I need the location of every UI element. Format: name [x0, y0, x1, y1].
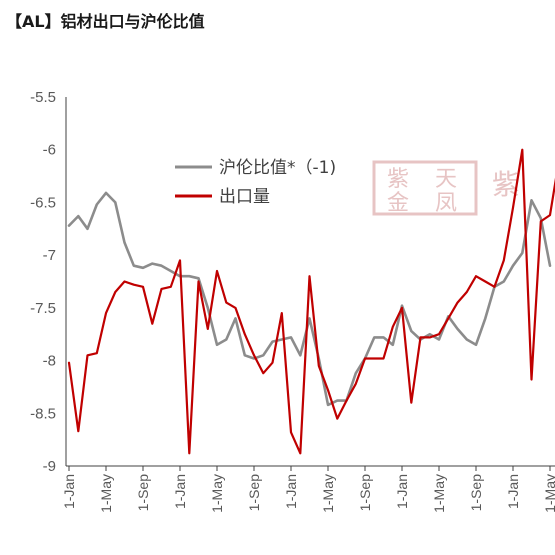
x-tick-label: 1-Jan	[505, 474, 521, 509]
legend-label: 沪伦比值*（-1)	[219, 158, 336, 178]
x-tick-label: 1-May	[431, 474, 447, 513]
x-tick-label: 1-Jan	[283, 474, 299, 509]
watermark-char: 天	[435, 167, 457, 192]
series-line-1	[67, 191, 552, 407]
y-tick-label: -5.5	[30, 89, 56, 106]
watermark-char: 凤	[435, 191, 457, 216]
axes	[65, 97, 555, 467]
y-tick-label: -7	[43, 247, 56, 264]
x-tick-label: 1-May	[320, 474, 336, 513]
x-tick-label: 1-Sep	[357, 474, 373, 512]
x-tick-label: 1-Jan	[61, 474, 77, 509]
series-lines	[67, 148, 555, 455]
y-tick-label: -7.5	[30, 300, 56, 317]
x-tick-label: 1-Sep	[246, 474, 262, 512]
x-tick-label: 1-May	[98, 474, 114, 513]
x-tick-label: 1-Sep	[135, 474, 151, 512]
watermark-char: 金	[387, 191, 409, 216]
y-tick-label: -8.5	[30, 405, 56, 422]
x-tick-label: 1-Jan	[394, 474, 410, 509]
x-tick-label: 1-Jan	[172, 474, 188, 509]
y-tick-label: -6.5	[30, 194, 56, 211]
x-axis-ticks: 1-Jan 1-May 1-Sep 1-Jan 1-May 1-Sep 1-Jan 1-May…	[61, 466, 555, 513]
x-tick-label: 1-May	[209, 474, 225, 513]
series-line-2	[67, 148, 555, 455]
legend-label: 出口量	[219, 187, 270, 207]
y-tick-label: -8	[43, 353, 56, 370]
x-tick-label: 1-May	[542, 474, 555, 513]
watermark-border	[372, 160, 478, 216]
y-tick-label: -9	[43, 458, 56, 475]
y-axis-ticks: -5.5 -6 -6.5 -7 -7.5 -8 -8.5 -9	[30, 89, 56, 475]
legend: 沪伦比值*（-1) 出口量	[175, 158, 336, 207]
y-tick-label: -6	[43, 142, 56, 159]
page-title: 【AL】铝材出口与沪伦比值	[6, 12, 205, 31]
watermark-char: 紫	[387, 167, 409, 192]
x-tick-label: 1-Sep	[468, 474, 484, 512]
watermark-seal: 紫天金 凤紫	[372, 160, 520, 216]
